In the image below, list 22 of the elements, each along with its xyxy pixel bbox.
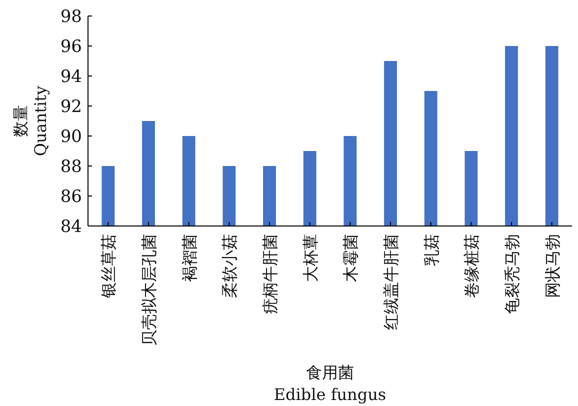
x-tick-label: 大杯蕈 [300,234,320,282]
x-tick-label: 贝壳拟木层孔菌 [140,234,158,346]
x-tick-label: 柔软小菇 [220,234,240,298]
x-axis-title: 食用菌 Edible fungus [274,363,386,404]
y-tick-label: 90 [60,127,82,147]
x-tick-label: 网状马勃 [542,234,562,298]
y-axis-title: 数量 Quantity [11,86,50,156]
y-tick-label: 92 [60,97,82,117]
y-tick-label: 86 [60,187,82,207]
y-tick-label: 98 [60,7,82,27]
y-tick-label: 84 [60,217,82,237]
x-tick-label: 乳菇 [422,234,441,266]
x-tick-label: 木霉菌 [341,234,360,282]
x-tick-label: 银丝草菇 [99,234,118,299]
x-tick-label: 龟裂秃马勃 [502,234,522,314]
x-tick-label: 褐褶菌 [180,234,199,282]
x-tick-label: 卷缘桩菇 [462,234,482,298]
y-tick-label: 96 [60,37,82,57]
y-tick-label: 88 [60,157,82,177]
x-tick-label: 红绒盖牛肝菌 [382,234,400,330]
y-tick-label: 94 [60,67,82,87]
x-tick-label: 疣柄牛肝菌 [260,234,280,314]
